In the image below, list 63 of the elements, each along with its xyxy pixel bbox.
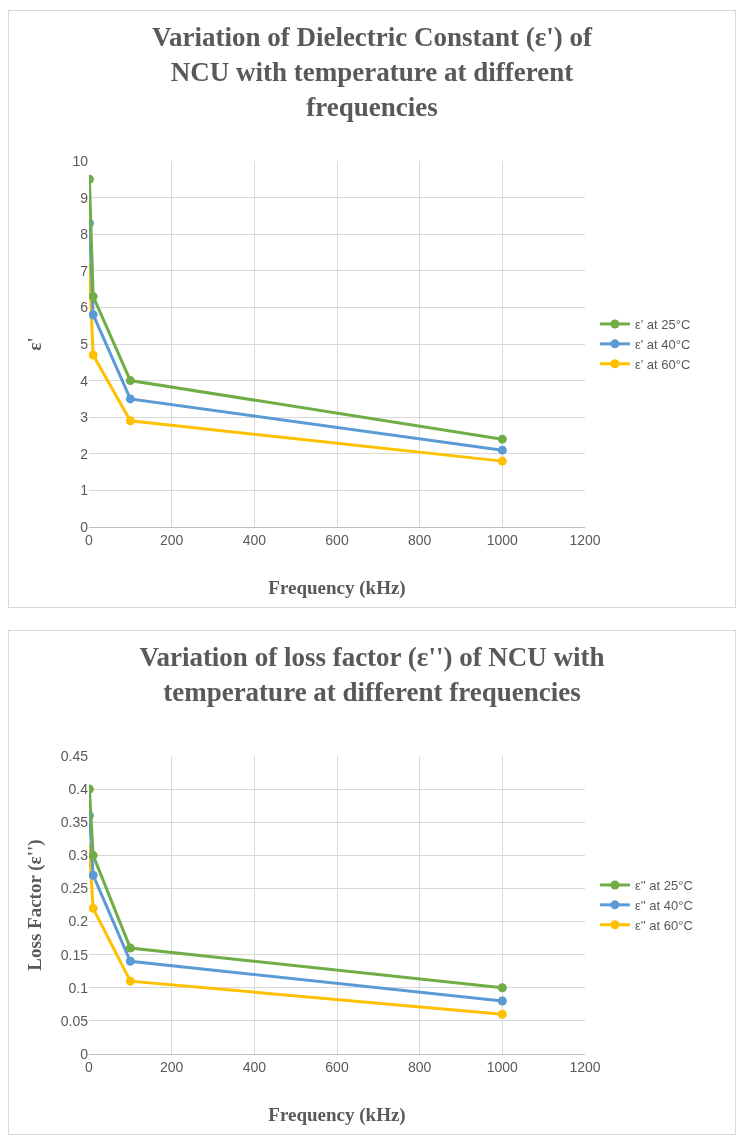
x-tick-label: 1000	[486, 1058, 519, 1075]
y-tick-label: 0.2	[68, 913, 89, 930]
x-tick-label: 200	[159, 1058, 184, 1075]
y-tick-label: 0.25	[60, 880, 89, 897]
y-tick-label: 0.45	[60, 747, 89, 764]
legend-label: ε'' at 40°C	[634, 897, 693, 913]
legend-label: ε'' at 25°C	[634, 878, 693, 894]
point	[497, 434, 507, 444]
y-tick-label: 8	[80, 226, 89, 243]
y-tick-label: 0	[80, 1045, 89, 1062]
y-tick-label: 0.35	[60, 814, 89, 831]
legend-label: ε' at 60°C	[634, 356, 691, 372]
point	[125, 943, 135, 953]
x-tick-label: 600	[325, 531, 349, 548]
point	[89, 350, 98, 360]
y-axis-title: Loss Factor (ε'')	[24, 839, 46, 971]
point	[125, 956, 135, 966]
x-tick-label: 1200	[569, 531, 601, 548]
chart-title: Variation of Dielectric Constant (ε') of NCU with temperature at different frequencies	[151, 22, 594, 123]
y-tick-label: 6	[80, 299, 89, 316]
point	[125, 416, 135, 426]
y-tick-label: 2	[80, 445, 89, 462]
point	[497, 445, 507, 455]
point	[497, 456, 507, 466]
y-tick-label: 0.15	[60, 946, 89, 963]
x-tick-label: 600	[325, 1058, 349, 1075]
y-tick-label: 0.1	[68, 979, 89, 996]
y-tick-label: 5	[80, 335, 89, 352]
point	[89, 310, 98, 320]
chart-title: Variation of loss factor (ε'') of NCU with temperature at different frequencies	[139, 642, 605, 708]
point	[497, 996, 507, 1006]
x-tick-label: 400	[242, 531, 267, 548]
point	[497, 983, 507, 993]
x-tick-label: 800	[407, 1058, 432, 1075]
y-tick-label: 0.3	[68, 847, 89, 864]
point	[89, 870, 98, 880]
x-tick-label: 400	[242, 1058, 267, 1075]
x-axis-title: Frequency (kHz)	[268, 1104, 406, 1126]
y-axis-title: ε'	[24, 337, 45, 351]
y-tick-label: 7	[80, 262, 89, 279]
legend-label: ε' at 40°C	[634, 336, 691, 352]
x-tick-label: 200	[159, 531, 184, 548]
legend-label: ε'' at 60°C	[634, 917, 693, 933]
x-axis-title: Frequency (kHz)	[268, 577, 406, 599]
point	[125, 394, 135, 404]
y-tick-label: 10	[72, 152, 89, 169]
point	[497, 1009, 507, 1019]
point	[89, 903, 98, 913]
y-tick-label: 0.4	[68, 781, 89, 798]
y-tick-label: 0.05	[60, 1012, 89, 1029]
y-tick-label: 1	[80, 482, 89, 499]
y-tick-label: 9	[80, 189, 89, 206]
y-tick-label: 4	[80, 372, 89, 389]
legend-label: ε' at 25°C	[634, 317, 691, 333]
x-tick-label: 1000	[486, 531, 519, 548]
y-tick-label: 0	[80, 518, 89, 535]
point	[125, 976, 135, 986]
x-tick-label: 1200	[569, 1058, 601, 1075]
x-tick-label: 800	[407, 531, 432, 548]
point	[89, 850, 98, 860]
point	[89, 291, 98, 301]
point	[125, 376, 135, 386]
y-tick-label: 3	[80, 409, 89, 426]
